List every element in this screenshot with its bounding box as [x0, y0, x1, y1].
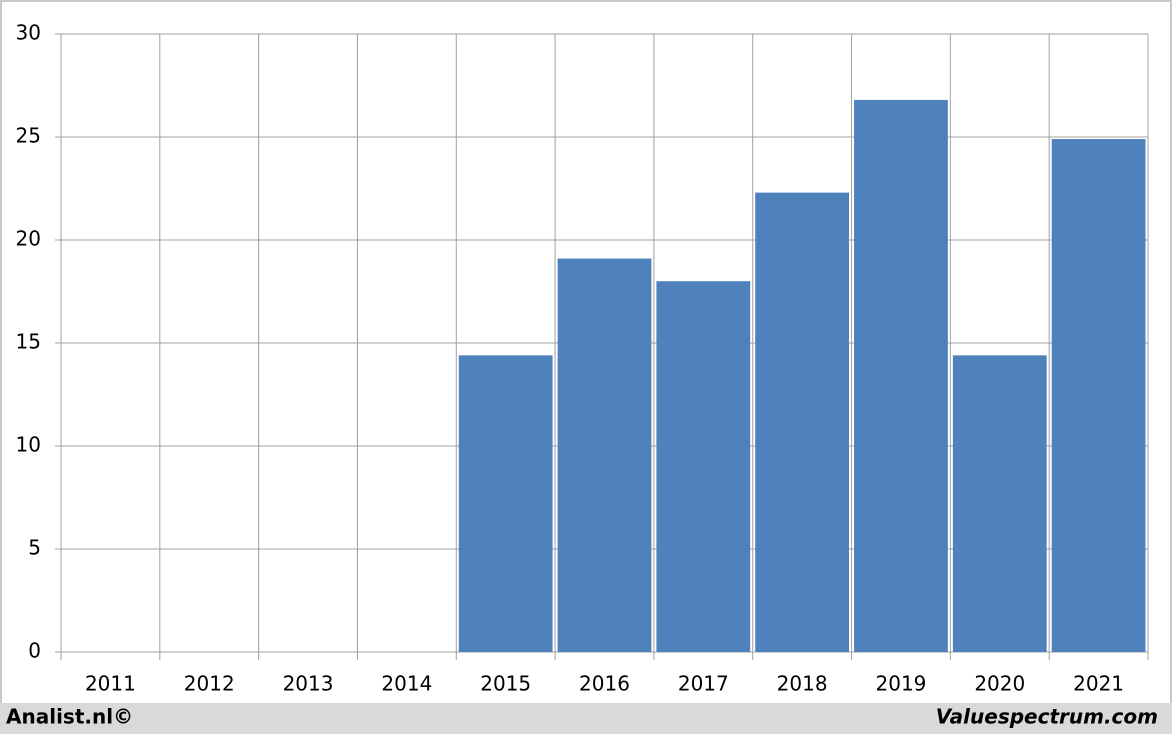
y-tick-label: 30: [16, 21, 41, 45]
x-tick-label: 2012: [184, 672, 235, 696]
y-tick-label: 15: [16, 330, 41, 354]
bar: [854, 99, 948, 653]
x-tick-label: 2013: [283, 672, 334, 696]
bar: [755, 192, 850, 652]
y-tick-label: 20: [16, 227, 41, 251]
x-tick-label: 2011: [85, 672, 136, 696]
x-tick-label: 2019: [876, 672, 927, 696]
bar: [656, 281, 751, 652]
bar: [952, 355, 1047, 652]
y-tick-label: 25: [16, 124, 41, 148]
bar: [557, 258, 652, 652]
x-tick-label: 2018: [777, 672, 828, 696]
x-tick-label: 2021: [1073, 672, 1124, 696]
x-tick-label: 2017: [678, 672, 729, 696]
footer-band: [0, 703, 1172, 734]
x-tick-label: 2020: [974, 672, 1025, 696]
x-tick-label: 2015: [480, 672, 531, 696]
y-tick-label: 0: [28, 639, 41, 663]
footer-left: Analist.nl©: [6, 705, 133, 729]
x-tick-label: 2014: [381, 672, 432, 696]
bar: [458, 355, 553, 652]
bar: [1051, 139, 1146, 652]
footer-right: Valuespectrum.com: [936, 705, 1158, 729]
x-tick-label: 2016: [579, 672, 630, 696]
y-tick-label: 5: [28, 536, 41, 560]
y-tick-label: 10: [16, 433, 41, 457]
